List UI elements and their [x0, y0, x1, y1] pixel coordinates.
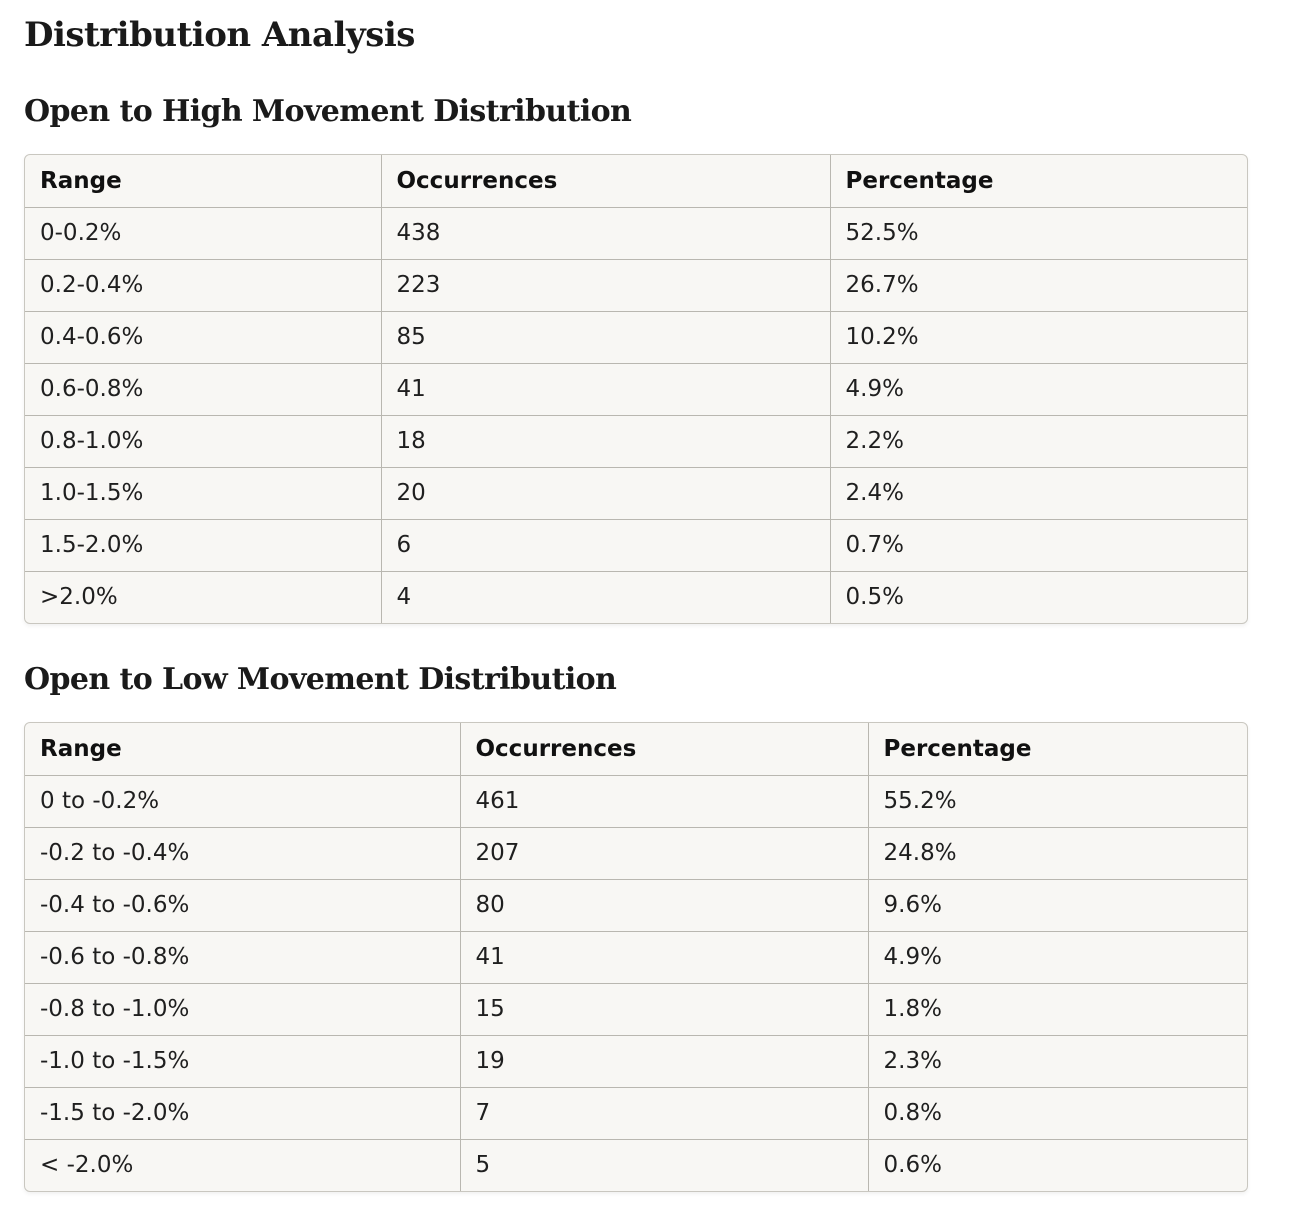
- cell-range: -0.2 to -0.4%: [25, 827, 461, 880]
- table-row: -1.5 to -2.0% 7 0.8%: [25, 1087, 1247, 1140]
- table-header-row: Range Occurrences Percentage: [25, 723, 1247, 776]
- cell-occurrences: 85: [381, 311, 831, 364]
- cell-percentage: 55.2%: [868, 775, 1247, 828]
- cell-percentage: 9.6%: [868, 879, 1247, 932]
- column-header-percentage: Percentage: [830, 155, 1247, 208]
- table-row: >2.0% 4 0.5%: [25, 571, 1247, 623]
- cell-occurrences: 223: [381, 259, 831, 312]
- cell-occurrences: 438: [381, 207, 831, 260]
- cell-occurrences: 80: [460, 879, 869, 932]
- table-row: -1.0 to -1.5% 19 2.3%: [25, 1035, 1247, 1088]
- cell-percentage: 24.8%: [868, 827, 1247, 880]
- table-row: 0.8-1.0% 18 2.2%: [25, 415, 1247, 468]
- cell-occurrences: 6: [381, 519, 831, 572]
- cell-occurrences: 5: [460, 1139, 869, 1191]
- table-row: 0.4-0.6% 85 10.2%: [25, 311, 1247, 364]
- table-header-row: Range Occurrences Percentage: [25, 155, 1247, 208]
- low-distribution-table: Range Occurrences Percentage 0 to -0.2% 4…: [25, 723, 1247, 1191]
- table-row: -0.2 to -0.4% 207 24.8%: [25, 827, 1247, 880]
- cell-occurrences: 15: [460, 983, 869, 1036]
- cell-percentage: 0.6%: [883, 1152, 942, 1179]
- cell-occurrences: 19: [460, 1035, 869, 1088]
- cell-range: -1.0 to -1.5%: [25, 1035, 461, 1088]
- cell-occurrences: 207: [460, 827, 869, 880]
- column-header-range: Range: [25, 155, 382, 208]
- table-row: -0.8 to -1.0% 15 1.8%: [25, 983, 1247, 1036]
- cell-range: < -2.0%: [25, 1139, 461, 1191]
- section-heading-low: Open to Low Movement Distribution: [24, 662, 617, 697]
- table-row: 1.0-1.5% 20 2.4%: [25, 467, 1247, 520]
- cell-percentage: 0.8%: [868, 1087, 1247, 1140]
- low-distribution-table-container: Range Occurrences Percentage 0 to -0.2% 4…: [24, 722, 1248, 1192]
- cell-percentage: 2.3%: [868, 1035, 1247, 1088]
- cell-percentage: 1.8%: [868, 983, 1247, 1036]
- page-title: Distribution Analysis: [24, 15, 415, 55]
- cell-occurrences: 18: [381, 415, 831, 468]
- cell-range: -0.6 to -0.8%: [25, 931, 461, 984]
- column-header-occurrences: Occurrences: [460, 723, 869, 776]
- cell-percentage: 26.7%: [830, 259, 1247, 312]
- cell-occurrences: 20: [381, 467, 831, 520]
- high-distribution-table-container: Range Occurrences Percentage 0-0.2% 438 52…: [24, 154, 1248, 624]
- cell-occurrences: 4: [381, 571, 831, 623]
- cell-occurrences: 7: [460, 1087, 869, 1140]
- cell-range: 0-0.2%: [25, 207, 382, 260]
- column-header-range: Range: [25, 723, 461, 776]
- cell-range: 0.6-0.8%: [25, 363, 382, 416]
- table-row: 0 to -0.2% 461 55.2%: [25, 775, 1247, 828]
- cell-range: 1.5-2.0%: [25, 519, 382, 572]
- cell-range: 0.4-0.6%: [25, 311, 382, 364]
- table-row: 0.2-0.4% 223 26.7%: [25, 259, 1247, 312]
- column-header-occurrences: Occurrences: [381, 155, 831, 208]
- section-heading-high: Open to High Movement Distribution: [24, 94, 632, 129]
- cell-range: -0.4 to -0.6%: [25, 879, 461, 932]
- cell-occurrences: 41: [460, 931, 869, 984]
- cell-occurrences: 461: [460, 775, 869, 828]
- high-distribution-table: Range Occurrences Percentage 0-0.2% 438 52…: [25, 155, 1247, 623]
- table-row: 0.6-0.8% 41 4.9%: [25, 363, 1247, 416]
- cell-range: >2.0%: [25, 571, 382, 623]
- cell-range: 0.8-1.0%: [25, 415, 382, 468]
- cell-range: 0.2-0.4%: [25, 259, 382, 312]
- cell-occurrences: 41: [381, 363, 831, 416]
- cell-range: 1.0-1.5%: [25, 467, 382, 520]
- cell-percentage: 0.7%: [830, 519, 1247, 572]
- cell-percentage: 0.5%: [845, 584, 904, 611]
- cell-range: -1.5 to -2.0%: [25, 1087, 461, 1140]
- cell-percentage: 10.2%: [830, 311, 1247, 364]
- cell-percentage: 4.9%: [868, 931, 1247, 984]
- table-row: -0.6 to -0.8% 41 4.9%: [25, 931, 1247, 984]
- cell-percentage: 52.5%: [830, 207, 1247, 260]
- cell-percentage: 2.2%: [830, 415, 1247, 468]
- table-row: < -2.0% 5 0.6%: [25, 1139, 1247, 1191]
- cell-range: 0 to -0.2%: [25, 775, 461, 828]
- table-row: 1.5-2.0% 6 0.7%: [25, 519, 1247, 572]
- table-row: 0-0.2% 438 52.5%: [25, 207, 1247, 260]
- column-header-percentage: Percentage: [868, 723, 1247, 776]
- cell-percentage: 2.4%: [830, 467, 1247, 520]
- table-row: -0.4 to -0.6% 80 9.6%: [25, 879, 1247, 932]
- cell-range: -0.8 to -1.0%: [25, 983, 461, 1036]
- cell-percentage: 4.9%: [830, 363, 1247, 416]
